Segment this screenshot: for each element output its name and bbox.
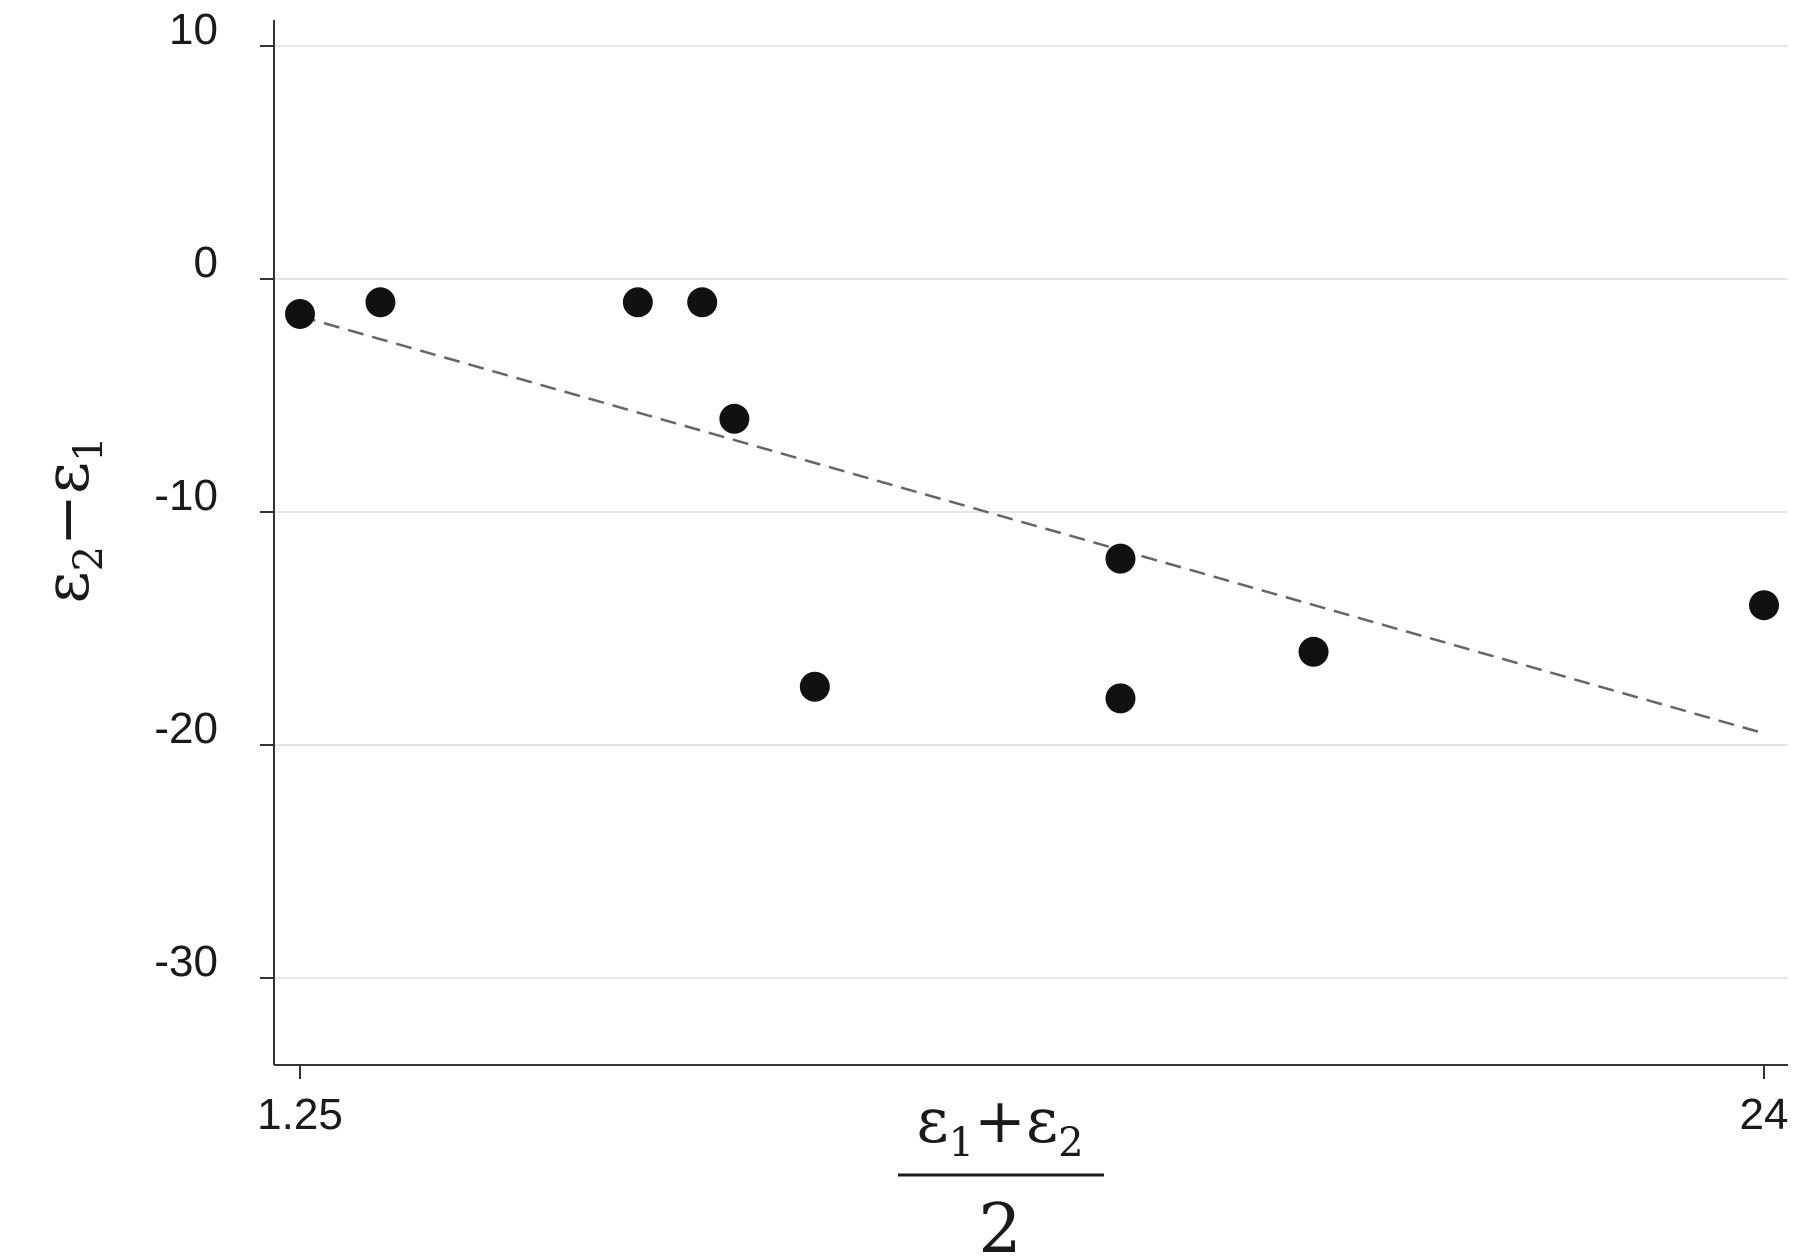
y-label-sub-b: 1: [66, 436, 112, 461]
scatter-point: [719, 403, 750, 434]
y-tick-label: -30: [154, 937, 218, 986]
y-label-eps-a: ε: [30, 571, 103, 603]
x-label-sub-a: 1: [949, 1120, 974, 1166]
y-tick-label: 10: [169, 5, 218, 54]
data-points: [285, 287, 1779, 714]
y-tick-label: 0: [194, 238, 218, 287]
fit-line-group: [299, 315, 1765, 735]
fit-line: [299, 315, 1765, 735]
x-label-plus-eps: +ε: [974, 1084, 1058, 1157]
y-tick-label: -20: [154, 704, 218, 753]
scatter-point: [365, 287, 396, 318]
y-label-minus-eps: −ε: [30, 462, 103, 546]
x-label-denominator: 2: [978, 1190, 1021, 1258]
scatter-point: [1105, 683, 1136, 714]
scatter-point: [1749, 590, 1779, 621]
x-axis-ticks: 1.25 24: [257, 1065, 1788, 1139]
y-axis-label: ε2−ε1: [30, 436, 112, 603]
x-tick-label: 24: [1740, 1090, 1789, 1139]
scatter-point: [799, 671, 830, 702]
y-axis-ticks: 10 0 -10 -20 -30: [154, 5, 274, 986]
gridlines: [274, 45, 1788, 979]
x-axis-label: ε1+ε2 2: [898, 1084, 1104, 1258]
scatter-point: [1105, 543, 1136, 574]
x-label-eps-a: ε: [916, 1084, 948, 1157]
y-label-sub-a: 2: [66, 546, 112, 571]
scatter-point: [285, 298, 315, 329]
x-tick-label: 1.25: [257, 1090, 343, 1139]
scatter-point: [622, 287, 653, 318]
x-label-numerator: ε1+ε2: [916, 1084, 1083, 1166]
scatter-point: [687, 287, 718, 318]
y-tick-label: -10: [154, 471, 218, 520]
x-label-sub-b: 2: [1058, 1120, 1083, 1166]
scatter-point: [1298, 636, 1329, 667]
